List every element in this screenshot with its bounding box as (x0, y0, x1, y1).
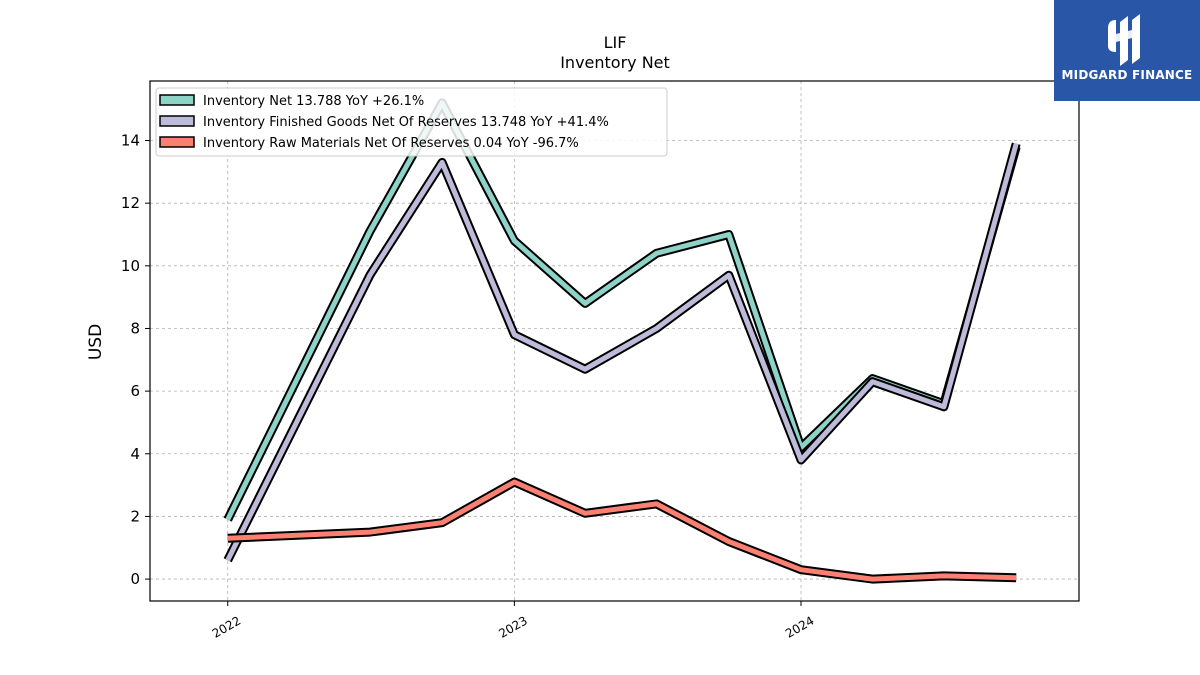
brand-logo: MIDGARD FINANCE (1054, 0, 1200, 101)
series-line-outline-3 (227, 477, 1017, 584)
chart-title: LIF (604, 33, 627, 52)
y-tick-label: 14 (121, 132, 140, 150)
y-tick-label: 0 (130, 570, 140, 588)
y-tick-label: 6 (130, 382, 140, 400)
legend-swatch-2 (159, 115, 195, 127)
chart-subtitle: Inventory Net (560, 53, 670, 72)
x-tick-label: 2024 (783, 613, 816, 640)
series-line-outline-2 (223, 142, 1021, 563)
legend-label-3: Inventory Raw Materials Net Of Reserves … (203, 136, 579, 151)
legend-swatch-1 (159, 94, 195, 106)
y-tick-label: 8 (130, 319, 140, 337)
y-tick-label: 4 (130, 445, 140, 463)
brand-name: MIDGARD FINANCE (1061, 68, 1193, 82)
series-line-2 (225, 143, 1019, 562)
series-line-outline-1 (223, 98, 1021, 522)
grid-layer (150, 81, 1079, 601)
legend-swatch-3 (159, 136, 195, 148)
midgard-logo-icon (1108, 14, 1140, 66)
y-tick-label: 12 (121, 194, 140, 212)
legend: Inventory Net 13.788 YoY +26.1% Inventory… (155, 87, 668, 157)
legend-box (155, 87, 668, 157)
x-tick-label: 2022 (210, 613, 243, 640)
legend-label-1: Inventory Net 13.788 YoY +26.1% (203, 94, 424, 109)
series-line-1 (225, 100, 1019, 521)
legend-label-2: Inventory Finished Goods Net Of Reserves… (203, 115, 609, 130)
plot-frame (149, 80, 1080, 602)
x-tick-label: 2023 (496, 613, 529, 640)
y-tick-label: 2 (130, 507, 140, 525)
y-tick-label: 10 (121, 257, 140, 275)
axis-layer: 0 2 4 6 8 10 12 14 2022 2023 2024 (121, 132, 817, 641)
series-layer (223, 98, 1021, 584)
series-line-3 (227, 479, 1017, 582)
y-axis-label: USD (86, 324, 106, 360)
